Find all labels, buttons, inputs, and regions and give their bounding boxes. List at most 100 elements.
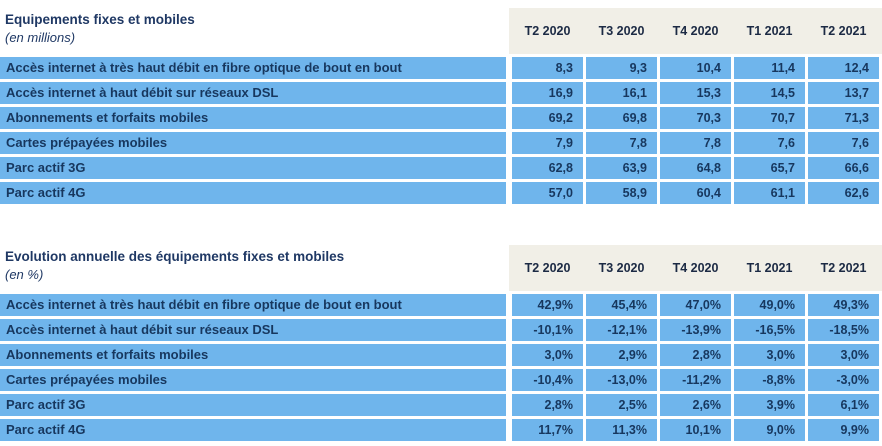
value-cell: 2,8% <box>512 394 583 416</box>
value-cell: -11,2% <box>660 369 731 391</box>
value-cell: 58,9 <box>586 182 657 204</box>
value-cell: -13,9% <box>660 319 731 341</box>
value-cell: 14,5 <box>734 82 805 104</box>
column-header-t4-2020: T4 2020 <box>672 261 719 275</box>
row-label: Parc actif 3G <box>0 157 506 179</box>
value-cell: -10,1% <box>512 319 583 341</box>
table-title: Evolution annuelle des équipements fixes… <box>5 249 345 264</box>
table-row: Abonnements et forfaits mobiles 3,0% 2,9% 2… <box>0 344 882 366</box>
value-cell: 69,8 <box>586 107 657 129</box>
row-label: Cartes prépayées mobiles <box>0 132 506 154</box>
table-row: Cartes prépayées mobiles -10,4% -13,0% -11,… <box>0 369 882 391</box>
value-cell: 7,9 <box>512 132 583 154</box>
table-title-block: Evolution annuelle des équipements fixes… <box>0 245 509 291</box>
column-header-t2-2020: T2 2020 <box>524 261 571 275</box>
value-cell: 57,0 <box>512 182 583 204</box>
table-subtitle: (en millions) <box>5 30 76 45</box>
value-cell: 69,2 <box>512 107 583 129</box>
value-cell: -8,8% <box>734 369 805 391</box>
row-label: Accès internet à très haut débit en fibr… <box>0 57 506 79</box>
table-row: Abonnements et forfaits mobiles 69,2 69,8 7… <box>0 107 882 129</box>
column-header-t4-2020: T4 2020 <box>672 24 719 38</box>
value-cell: 9,3 <box>586 57 657 79</box>
quarter-header-row: T2 2020 T3 2020 T4 2020 T1 2021 T2 2021 <box>509 245 882 291</box>
value-cell: 2,9% <box>586 344 657 366</box>
value-cell: 16,1 <box>586 82 657 104</box>
value-cell: 2,8% <box>660 344 731 366</box>
table-equipements-fixes-mobiles: Equipements fixes et mobiles (en million… <box>0 8 882 204</box>
column-header-t3-2020: T3 2020 <box>598 261 645 275</box>
value-cell: -18,5% <box>808 319 879 341</box>
value-cell: 15,3 <box>660 82 731 104</box>
row-label: Abonnements et forfaits mobiles <box>0 107 506 129</box>
row-label: Parc actif 4G <box>0 419 506 441</box>
value-cell: 60,4 <box>660 182 731 204</box>
column-header-t2-2021: T2 2021 <box>820 24 867 38</box>
value-cell: 3,0% <box>734 344 805 366</box>
value-cell: 49,3% <box>808 294 879 316</box>
value-cell: 65,7 <box>734 157 805 179</box>
column-header-t1-2021: T1 2021 <box>746 261 793 275</box>
column-header-t3-2020: T3 2020 <box>598 24 645 38</box>
value-cell: 11,7% <box>512 419 583 441</box>
table-row: Parc actif 3G 2,8% 2,5% 2,6% 3,9% 6,1% <box>0 394 882 416</box>
value-cell: 10,1% <box>660 419 731 441</box>
table-row: Parc actif 3G 62,8 63,9 64,8 65,7 66,6 <box>0 157 882 179</box>
value-cell: 3,9% <box>734 394 805 416</box>
value-cell: 7,6 <box>808 132 879 154</box>
table-evolution-annuelle: Evolution annuelle des équipements fixes… <box>0 245 882 441</box>
row-label: Parc actif 3G <box>0 394 506 416</box>
value-cell: 11,3% <box>586 419 657 441</box>
value-cell: 71,3 <box>808 107 879 129</box>
row-label: Accès internet à haut débit sur réseaux … <box>0 82 506 104</box>
value-cell: 2,6% <box>660 394 731 416</box>
value-cell: 3,0% <box>512 344 583 366</box>
table-row: Cartes prépayées mobiles 7,9 7,8 7,8 7,6 7,6 <box>0 132 882 154</box>
quarter-header-row: T2 2020 T3 2020 T4 2020 T1 2021 T2 2021 <box>509 8 882 54</box>
value-cell: 45,4% <box>586 294 657 316</box>
table-title-block: Equipements fixes et mobiles (en million… <box>0 8 509 54</box>
value-cell: 47,0% <box>660 294 731 316</box>
column-header-t2-2020: T2 2020 <box>524 24 571 38</box>
value-cell: 70,3 <box>660 107 731 129</box>
value-cell: 70,7 <box>734 107 805 129</box>
table-rows: Accès internet à très haut débit en fibr… <box>0 57 882 204</box>
value-cell: 2,5% <box>586 394 657 416</box>
table-row: Parc actif 4G 57,0 58,9 60,4 61,1 62,6 <box>0 182 882 204</box>
value-cell: 62,8 <box>512 157 583 179</box>
table-rows: Accès internet à très haut débit en fibr… <box>0 294 882 441</box>
row-label: Accès internet à très haut débit en fibr… <box>0 294 506 316</box>
value-cell: 9,0% <box>734 419 805 441</box>
table-row: Parc actif 4G 11,7% 11,3% 10,1% 9,0% 9,9% <box>0 419 882 441</box>
table-row: Accès internet à très haut débit en fibr… <box>0 57 882 79</box>
value-cell: 63,9 <box>586 157 657 179</box>
value-cell: 49,0% <box>734 294 805 316</box>
row-label: Abonnements et forfaits mobiles <box>0 344 506 366</box>
row-label: Accès internet à haut débit sur réseaux … <box>0 319 506 341</box>
value-cell: 42,9% <box>512 294 583 316</box>
value-cell: 7,8 <box>586 132 657 154</box>
value-cell: 7,6 <box>734 132 805 154</box>
row-label: Cartes prépayées mobiles <box>0 369 506 391</box>
value-cell: -16,5% <box>734 319 805 341</box>
table-title: Equipements fixes et mobiles <box>5 12 195 27</box>
value-cell: 7,8 <box>660 132 731 154</box>
table-row: Accès internet à haut débit sur réseaux … <box>0 82 882 104</box>
value-cell: 10,4 <box>660 57 731 79</box>
value-cell: 6,1% <box>808 394 879 416</box>
value-cell: 9,9% <box>808 419 879 441</box>
value-cell: 64,8 <box>660 157 731 179</box>
value-cell: 62,6 <box>808 182 879 204</box>
table-subtitle: (en %) <box>5 267 44 282</box>
table-row: Accès internet à très haut débit en fibr… <box>0 294 882 316</box>
table-header: Equipements fixes et mobiles (en million… <box>0 8 882 54</box>
value-cell: 11,4 <box>734 57 805 79</box>
table-row: Accès internet à haut débit sur réseaux … <box>0 319 882 341</box>
value-cell: 13,7 <box>808 82 879 104</box>
value-cell: 16,9 <box>512 82 583 104</box>
value-cell: 61,1 <box>734 182 805 204</box>
value-cell: 8,3 <box>512 57 583 79</box>
value-cell: -10,4% <box>512 369 583 391</box>
table-header: Evolution annuelle des équipements fixes… <box>0 245 882 291</box>
